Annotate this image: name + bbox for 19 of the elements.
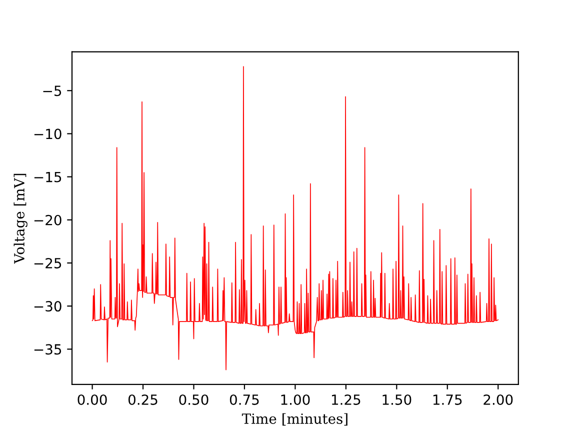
x-tick-label: 0.25 — [128, 394, 158, 405]
y-tick-label: −10 — [34, 128, 62, 140]
y-tick-label: −15 — [34, 172, 62, 182]
y-tick-label: −20 — [34, 214, 62, 226]
x-axis-title: Time [minutes] — [242, 413, 348, 426]
x-tick-label: 2.00 — [484, 394, 513, 405]
y-tick-label: −35 — [34, 344, 62, 355]
x-tick-label: 1.50 — [382, 394, 412, 405]
line-series — [92, 66, 499, 370]
x-tick-label: 1.25 — [332, 394, 360, 405]
x-tick-label: 1.75 — [433, 394, 462, 405]
x-tick-label: 0.00 — [78, 394, 107, 405]
y-tick-label: −25 — [34, 258, 62, 268]
x-tick-label: 0.50 — [179, 394, 208, 405]
x-tick-label: 0.75 — [230, 394, 259, 405]
x-tick-label: 1.00 — [281, 394, 310, 405]
y-tick-label: −30 — [34, 301, 62, 312]
y-axis-title: Voltage [mV] — [14, 174, 28, 264]
y-tick-label: −5 — [43, 86, 62, 96]
